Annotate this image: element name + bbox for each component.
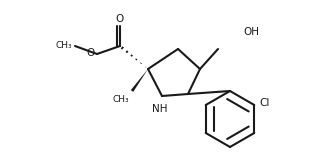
Text: CH₃: CH₃ (55, 41, 72, 51)
Text: NH: NH (152, 104, 168, 114)
Text: O: O (87, 48, 95, 58)
Polygon shape (131, 69, 148, 92)
Text: O: O (116, 14, 124, 24)
Text: Cl: Cl (259, 98, 270, 108)
Text: CH₃: CH₃ (112, 95, 129, 104)
Text: OH: OH (243, 27, 259, 37)
